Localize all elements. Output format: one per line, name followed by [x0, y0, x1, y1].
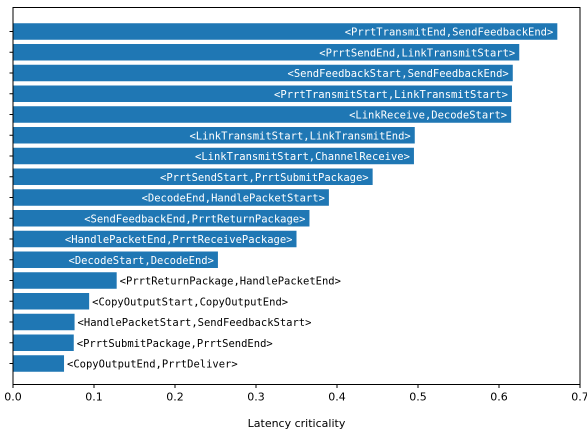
x-axis-label: Latency criticality — [248, 417, 346, 430]
bar — [13, 355, 65, 372]
bar — [13, 23, 558, 40]
bar — [13, 106, 512, 123]
x-tick-label: 0.7 — [571, 391, 587, 404]
bar-label: <LinkReceive,DecodeStart> — [349, 110, 507, 122]
bars-group — [13, 23, 558, 372]
bar — [13, 293, 90, 310]
bar — [13, 210, 310, 227]
bar-label: <PrrtSendEnd,LinkTransmitStart> — [319, 47, 515, 59]
bar-label: <SendFeedbackEnd,PrrtReturnPackage> — [84, 213, 305, 225]
bar-labels-group: <PrrtTransmitEnd,SendFeedbackEnd> <PrrtSe… — [65, 27, 553, 371]
x-ticks-group: 0.0 0.1 0.2 0.3 0.4 0.5 0.6 0.7 — [4, 384, 587, 404]
bar — [13, 44, 520, 61]
bar-label: <PrrtTransmitStart,LinkTransmitStart> — [274, 89, 508, 101]
bar-label: <PrrtSubmitPackage,PrrtSendEnd> — [77, 338, 273, 350]
bar-label: <SendFeedbackStart,SendFeedbackEnd> — [288, 68, 509, 80]
bar-label: <PrrtTransmitEnd,SendFeedbackEnd> — [345, 27, 554, 39]
bar-label: <PrrtSendStart,PrrtSubmitPackage> — [160, 172, 369, 184]
x-tick-label: 0.2 — [166, 391, 184, 404]
x-tick-label: 0.1 — [85, 391, 103, 404]
y-ticks-group — [9, 31, 13, 364]
x-tick-label: 0.6 — [490, 391, 508, 404]
bar — [13, 64, 513, 82]
bar — [13, 189, 329, 206]
bar — [13, 313, 75, 331]
bar-label: <HandlePacketEnd,PrrtReceivePackage> — [65, 234, 293, 246]
bar-label: <PrrtReturnPackage,HandlePacketEnd> — [120, 276, 341, 288]
bar-label: <DecodeStart,DecodeEnd> — [69, 255, 214, 267]
bar — [13, 85, 512, 102]
bar-label: <LinkTransmitStart,ChannelReceive> — [195, 151, 410, 163]
bar — [13, 334, 74, 351]
x-tick-label: 0.5 — [409, 391, 427, 404]
bar — [13, 147, 414, 165]
bar — [13, 272, 117, 289]
x-tick-label: 0.3 — [247, 391, 265, 404]
bar — [13, 251, 218, 268]
bar-label: <DecodeEnd,HandlePacketStart> — [142, 193, 325, 205]
bar-label: <CopyOutputStart,CopyOutputEnd> — [92, 296, 288, 308]
x-tick-label: 0.0 — [4, 391, 22, 404]
bar-label: <HandlePacketStart,SendFeedbackStart> — [78, 317, 312, 329]
bar — [13, 230, 297, 248]
bar-label: <LinkTransmitStart,LinkTransmitEnd> — [189, 130, 410, 142]
bar — [13, 127, 415, 144]
bar-label: <CopyOutputEnd,PrrtDeliver> — [67, 359, 238, 371]
x-tick-label: 0.4 — [328, 391, 346, 404]
bar — [13, 168, 373, 185]
